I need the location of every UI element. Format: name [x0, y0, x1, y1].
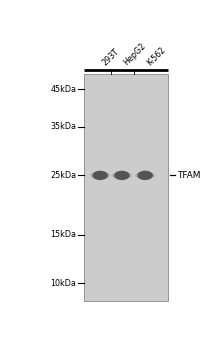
Text: K-562: K-562 — [145, 45, 167, 67]
Ellipse shape — [112, 172, 132, 179]
Text: 35kDa: 35kDa — [50, 122, 76, 131]
Text: 10kDa: 10kDa — [50, 279, 76, 288]
Text: TFAM: TFAM — [177, 171, 200, 180]
Text: 15kDa: 15kDa — [50, 230, 76, 239]
Text: 25kDa: 25kDa — [50, 171, 76, 180]
Bar — [84, 74, 168, 301]
Ellipse shape — [114, 171, 130, 180]
Text: 45kDa: 45kDa — [50, 85, 76, 94]
Ellipse shape — [135, 172, 155, 179]
Ellipse shape — [137, 171, 153, 180]
Text: HepG2: HepG2 — [122, 42, 148, 67]
Ellipse shape — [90, 172, 110, 179]
Ellipse shape — [92, 171, 108, 180]
Text: 293T: 293T — [100, 47, 121, 67]
